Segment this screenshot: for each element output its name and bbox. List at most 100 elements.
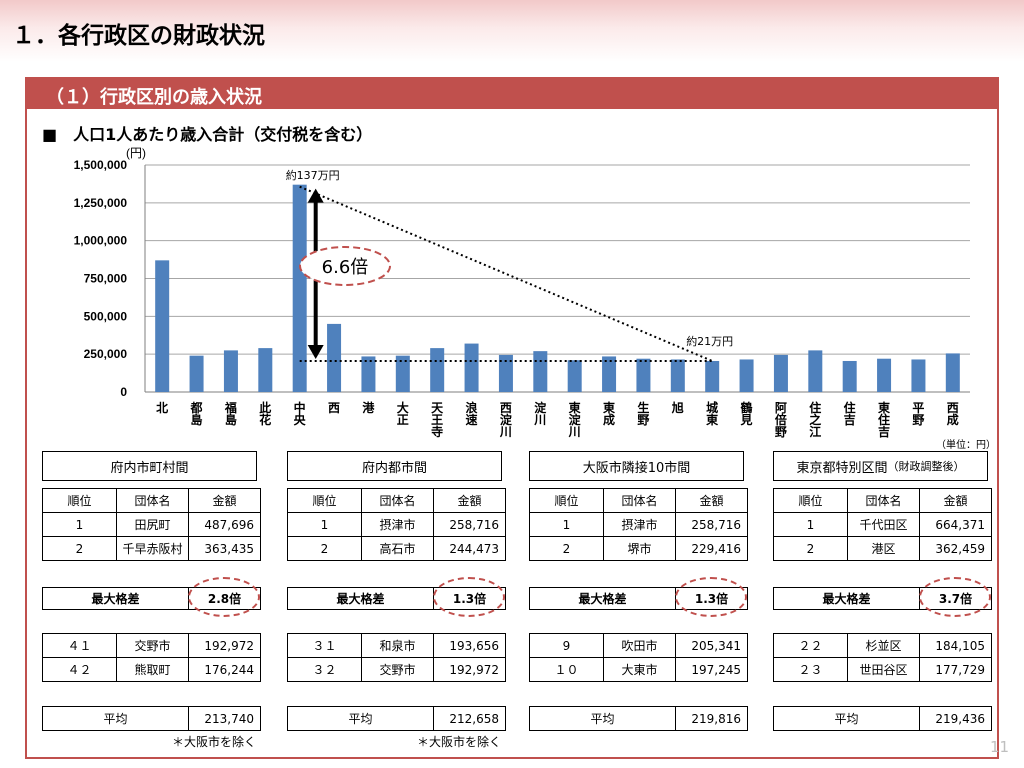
amount-cell: 362,459 <box>919 536 992 561</box>
bottom-ranking-table: ２２ 杉並区 184,105 ２３ 世田谷区 177,729 <box>773 633 992 682</box>
table-row: ２２ 杉並区 184,105 <box>773 633 992 658</box>
average-table: 平均 213,740 <box>42 706 261 731</box>
name-cell: 摂津市 <box>603 512 676 537</box>
amount-cell: 205,341 <box>675 633 748 658</box>
table-row: 1 田尻町 487,696 <box>42 512 261 537</box>
x-tick-label: 此花 <box>259 400 271 427</box>
max-difference-highlight-ellipse <box>919 577 991 617</box>
table-row: 順位 団体名 金額 <box>287 488 506 513</box>
bar-城東 <box>705 360 720 392</box>
amount-cell: 664,371 <box>919 512 992 537</box>
name-cell: 和泉市 <box>361 633 434 658</box>
group-label-sub: （財政調整後） <box>887 460 965 473</box>
rank-cell: 1 <box>529 512 604 537</box>
bar-西淀川 <box>498 354 513 392</box>
bar-西 <box>327 323 342 392</box>
table-row: 2 高石市 244,473 <box>287 536 506 561</box>
revenue-per-capita-chart: 0 250,000 500,000 750,000 1,000,000 1,250,000… <box>74 146 970 439</box>
table-row: ３２ 交野市 192,972 <box>287 657 506 682</box>
x-tick-label: 西 <box>328 401 340 415</box>
rank-cell: １０ <box>529 657 604 682</box>
amount-cell: 487,696 <box>188 512 261 537</box>
page-title: １．各行政区の財政状況 <box>12 23 265 49</box>
amount-cell: 244,473 <box>433 536 506 561</box>
max-difference-label: 最大格差 <box>42 587 189 610</box>
header-name: 団体名 <box>361 488 434 513</box>
y-tick-label: 1,500,000 <box>74 158 128 172</box>
group-label-text: 府内都市間 <box>361 460 427 476</box>
header-name: 団体名 <box>116 488 189 513</box>
average-label: 平均 <box>42 706 189 731</box>
name-cell: 堺市 <box>603 536 676 561</box>
unit-note: （単位：円） <box>936 440 996 451</box>
header-rank: 順位 <box>42 488 117 513</box>
rank-cell: ３１ <box>287 633 362 658</box>
name-cell: 大東市 <box>603 657 676 682</box>
bottom-ranking-table: ４１ 交野市 192,972 ４２ 熊取町 176,244 <box>42 633 261 682</box>
table-row: ２３ 世田谷区 177,729 <box>773 657 992 682</box>
average-value: 212,658 <box>433 706 506 731</box>
bar-西成 <box>945 353 960 392</box>
table-row: 平均 219,816 <box>529 706 748 731</box>
top-ranking-table: 順位 団体名 金額 1 摂津市 258,716 2 高石市 244,473 <box>287 488 506 561</box>
x-tick-label: 生野 <box>637 400 649 427</box>
x-tick-label: 浪速 <box>466 400 478 427</box>
bar-浪速 <box>464 343 479 392</box>
x-tick-label: 阿倍野 <box>775 401 787 439</box>
group-label-text: 大阪市隣接10市間 <box>582 460 691 476</box>
x-tick-label: 鶴見 <box>740 400 753 427</box>
amount-cell: 229,416 <box>675 536 748 561</box>
table-row: ３１ 和泉市 193,656 <box>287 633 506 658</box>
max-difference-highlight-ellipse <box>433 577 505 617</box>
bar-住之江 <box>808 350 823 392</box>
rank-cell: ２２ <box>773 633 848 658</box>
bar-都島 <box>189 355 204 392</box>
bottom-ranking-table: 9 吹田市 205,341 １０ 大東市 197,245 <box>529 633 748 682</box>
table-row: 1 摂津市 258,716 <box>529 512 748 537</box>
section-title: （１）行政区別の歳入状況 <box>46 87 262 108</box>
group-label-text: 府内市町村間 <box>110 460 189 476</box>
header-amount: 金額 <box>675 488 748 513</box>
y-tick-label: 1,250,000 <box>74 196 128 210</box>
bar-鶴見 <box>739 359 754 392</box>
header-rank: 順位 <box>287 488 362 513</box>
bar-東成 <box>602 356 617 392</box>
y-tick-label: 0 <box>120 385 127 399</box>
rank-cell: 2 <box>42 536 117 561</box>
table-row: 2 千早赤阪村 363,435 <box>42 536 261 561</box>
max-difference-highlight-ellipse <box>675 577 747 617</box>
average-label: 平均 <box>773 706 920 731</box>
table-row: 1 千代田区 664,371 <box>773 512 992 537</box>
table-row: 2 堺市 229,416 <box>529 536 748 561</box>
rank-cell: 2 <box>773 536 848 561</box>
rank-cell: 1 <box>773 512 848 537</box>
header-name: 団体名 <box>603 488 676 513</box>
rank-cell: ３２ <box>287 657 362 682</box>
average-label: 平均 <box>529 706 676 731</box>
x-tick-label: 西淀川 <box>499 401 513 439</box>
arrow-head-up-icon <box>307 188 324 203</box>
average-label: 平均 <box>287 706 434 731</box>
y-tick-label: 750,000 <box>84 272 128 286</box>
bar-天王寺 <box>430 348 445 392</box>
name-cell: 摂津市 <box>361 512 434 537</box>
name-cell: 田尻町 <box>116 512 189 537</box>
amount-cell: 192,972 <box>188 633 261 658</box>
table-row: ４２ 熊取町 176,244 <box>42 657 261 682</box>
bar-福島 <box>223 350 238 392</box>
y-tick-label: 250,000 <box>84 347 128 361</box>
header-amount: 金額 <box>188 488 261 513</box>
header-amount: 金額 <box>433 488 506 513</box>
ratio-label: 6.6倍 <box>322 257 369 278</box>
name-cell: 吹田市 <box>603 633 676 658</box>
group-label: 大阪市隣接10市間 <box>529 451 744 481</box>
table-row: 平均 213,740 <box>42 706 261 731</box>
footnote: ＊大阪市を除く <box>172 735 257 749</box>
bar-生野 <box>636 358 651 392</box>
rank-cell: 2 <box>529 536 604 561</box>
table-row: 平均 212,658 <box>287 706 506 731</box>
x-tick-label: 西成 <box>947 401 959 427</box>
name-cell: 港区 <box>847 536 920 561</box>
table-row: 順位 団体名 金額 <box>42 488 261 513</box>
table-row: 順位 団体名 金額 <box>773 488 992 513</box>
